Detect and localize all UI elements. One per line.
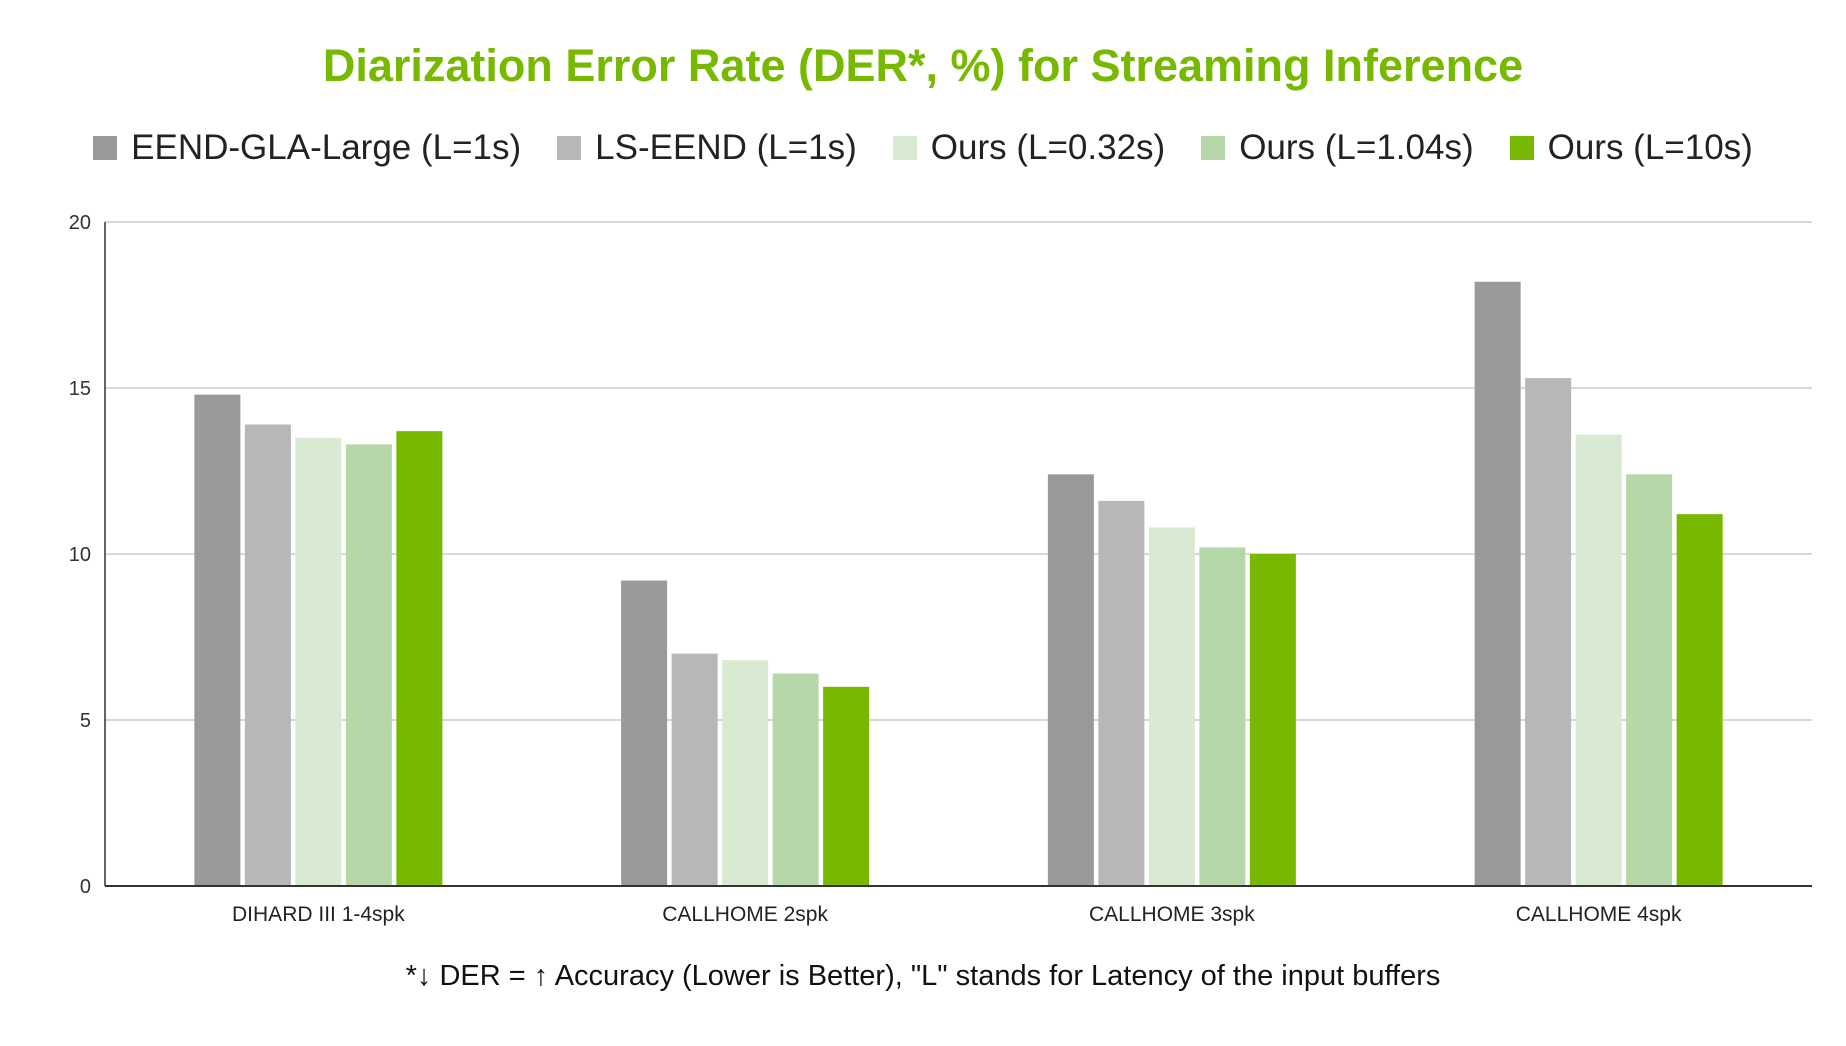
legend-swatch [93,136,118,160]
x-tick-label: CALLHOME 3spk [1089,903,1255,926]
legend-item-ours-10: Ours (L=10s) [1509,128,1753,168]
bar [295,437,342,886]
legend-item-ls-eend: LS-EEND (L=1s) [557,128,857,168]
bar [1249,554,1296,886]
bar [244,424,291,886]
legend-label: Ours (L=0.32s) [930,128,1166,167]
bar [396,431,443,886]
bar [722,660,769,886]
bar [671,653,718,886]
y-tick-label: 0 [80,876,91,898]
axes: 0 5 10 15 20 DIHARD III 1-4spk CALLHOME 2spk CA… [69,212,1812,926]
bar [1047,474,1094,886]
bar [1098,500,1145,886]
legend-item-ours-104: Ours (L=1.04s) [1201,128,1474,168]
bar [194,394,241,886]
bar [1525,378,1572,886]
legend-label: LS-EEND (L=1s) [595,128,857,167]
bar [1199,547,1246,886]
chart-title: Diarization Error Rate (DER*, %) for Str… [322,40,1524,91]
x-tick-label: CALLHOME 4spk [1516,903,1682,926]
bar [1626,474,1673,886]
legend-label: Ours (L=10s) [1547,128,1753,167]
legend-item-ours-032: Ours (L=0.32s) [892,128,1166,168]
bar [345,444,392,886]
y-tick-label: 10 [69,544,91,566]
bar [1474,281,1521,886]
legend-item-eend-gla-large: EEND-GLA-Large (L=1s) [93,128,521,168]
legend-swatch [1201,136,1226,160]
footnote: *↓ DER = ↑ Accuracy (Lower is Better), "… [405,960,1441,992]
legend-label: Ours (L=1.04s) [1239,128,1474,167]
legend-swatch [557,136,582,160]
bar [1676,514,1723,886]
y-tick-label: 15 [69,378,91,400]
bar [621,580,668,886]
legend-swatch [1509,136,1534,160]
x-tick-label: DIHARD III 1-4spk [232,903,405,926]
y-tick-label: 20 [69,212,91,234]
bar [772,673,819,886]
x-tick-label: CALLHOME 2spk [662,903,828,926]
legend-swatch [892,136,917,160]
y-tick-label: 5 [80,710,91,732]
legend-label: EEND-GLA-Large (L=1s) [131,128,522,167]
bar [1148,527,1195,886]
bars [194,281,1723,886]
bar [1575,434,1622,886]
legend: EEND-GLA-Large (L=1s) LS-EEND (L=1s) Our… [0,128,1846,168]
bar [823,686,870,886]
